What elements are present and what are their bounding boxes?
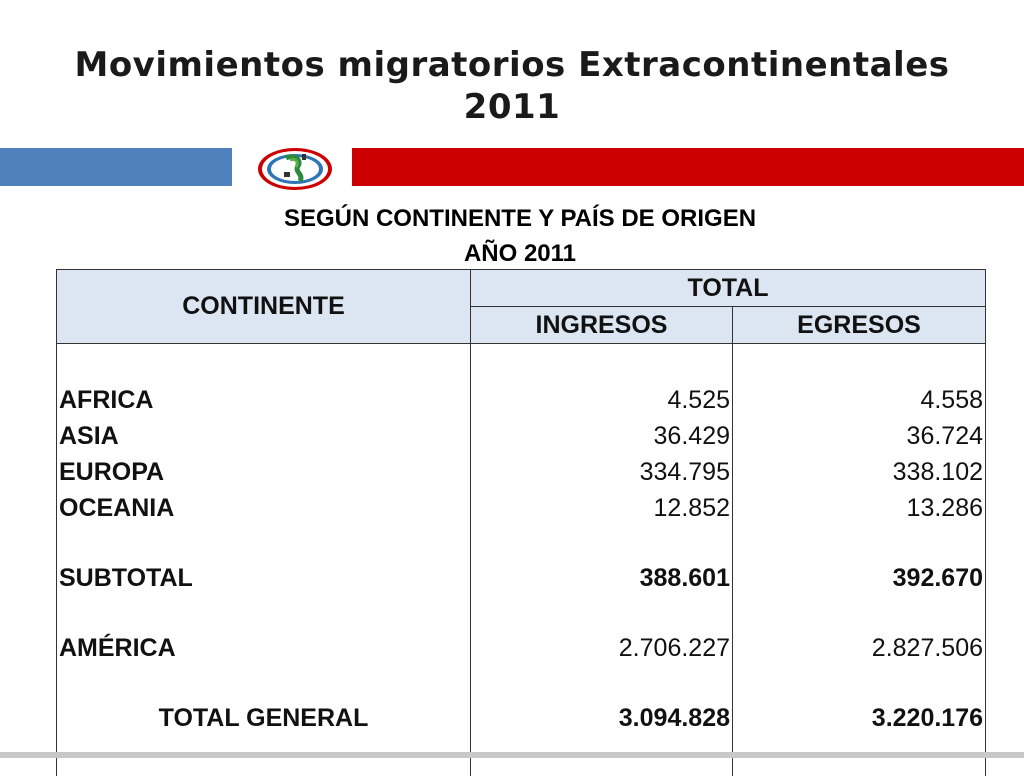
footer-divider	[0, 752, 1024, 758]
cell-ingresos-asia: 36.429	[471, 418, 732, 454]
cell-egresos-africa: 4.558	[733, 382, 985, 418]
row-label-subtotal: SUBTOTAL	[57, 560, 470, 596]
cell-ingresos-total-general: 3.094.828	[471, 700, 732, 736]
header-egresos: EGRESOS	[733, 307, 986, 344]
row-label-europa: EUROPA	[57, 454, 470, 490]
cell-ingresos-america: 2.706.227	[471, 630, 732, 666]
row-label-oceania: OCEANIA	[57, 490, 470, 526]
blue-band	[0, 148, 232, 186]
title-line-1: Movimientos migratorios Extracontinental…	[0, 44, 1024, 86]
cell-ingresos-oceania: 12.852	[471, 490, 732, 526]
cell-ingresos-africa: 4.525	[471, 382, 732, 418]
cell-egresos-oceania: 13.286	[733, 490, 985, 526]
cell-ingresos-europa: 334.795	[471, 454, 732, 490]
migraciones-logo-icon	[256, 146, 334, 192]
ingresos-column: 4.525 36.429 334.795 12.852 388.601 2.70…	[471, 344, 733, 776]
row-label-africa: AFRICA	[57, 382, 470, 418]
table-subtitle: SEGÚN CONTINENTE Y PAÍS DE ORIGEN	[0, 205, 1024, 233]
continent-column: AFRICA ASIA EUROPA OCEANIA SUBTOTAL AMÉR…	[57, 344, 471, 776]
red-band	[352, 148, 1024, 186]
egresos-column: 4.558 36.724 338.102 13.286 392.670 2.82…	[733, 344, 986, 776]
cell-egresos-subtotal: 392.670	[733, 560, 985, 596]
migration-table: CONTINENTE TOTAL INGRESOS EGRESOS AFRICA…	[56, 269, 986, 776]
cell-egresos-america: 2.827.506	[733, 630, 985, 666]
row-label-asia: ASIA	[57, 418, 470, 454]
header-continente: CONTINENTE	[57, 270, 471, 344]
cell-egresos-asia: 36.724	[733, 418, 985, 454]
row-label-america: AMÉRICA	[57, 630, 470, 666]
cell-ingresos-subtotal: 388.601	[471, 560, 732, 596]
table-year: AÑO 2011	[0, 240, 1024, 268]
slide-title: Movimientos migratorios Extracontinental…	[0, 44, 1024, 128]
cell-egresos-europa: 338.102	[733, 454, 985, 490]
row-label-total-general: TOTAL GENERAL	[57, 700, 470, 736]
header-ingresos: INGRESOS	[471, 307, 733, 344]
title-line-2: 2011	[0, 86, 1024, 128]
cell-egresos-total-general: 3.220.176	[733, 700, 985, 736]
header-total: TOTAL	[471, 270, 986, 307]
